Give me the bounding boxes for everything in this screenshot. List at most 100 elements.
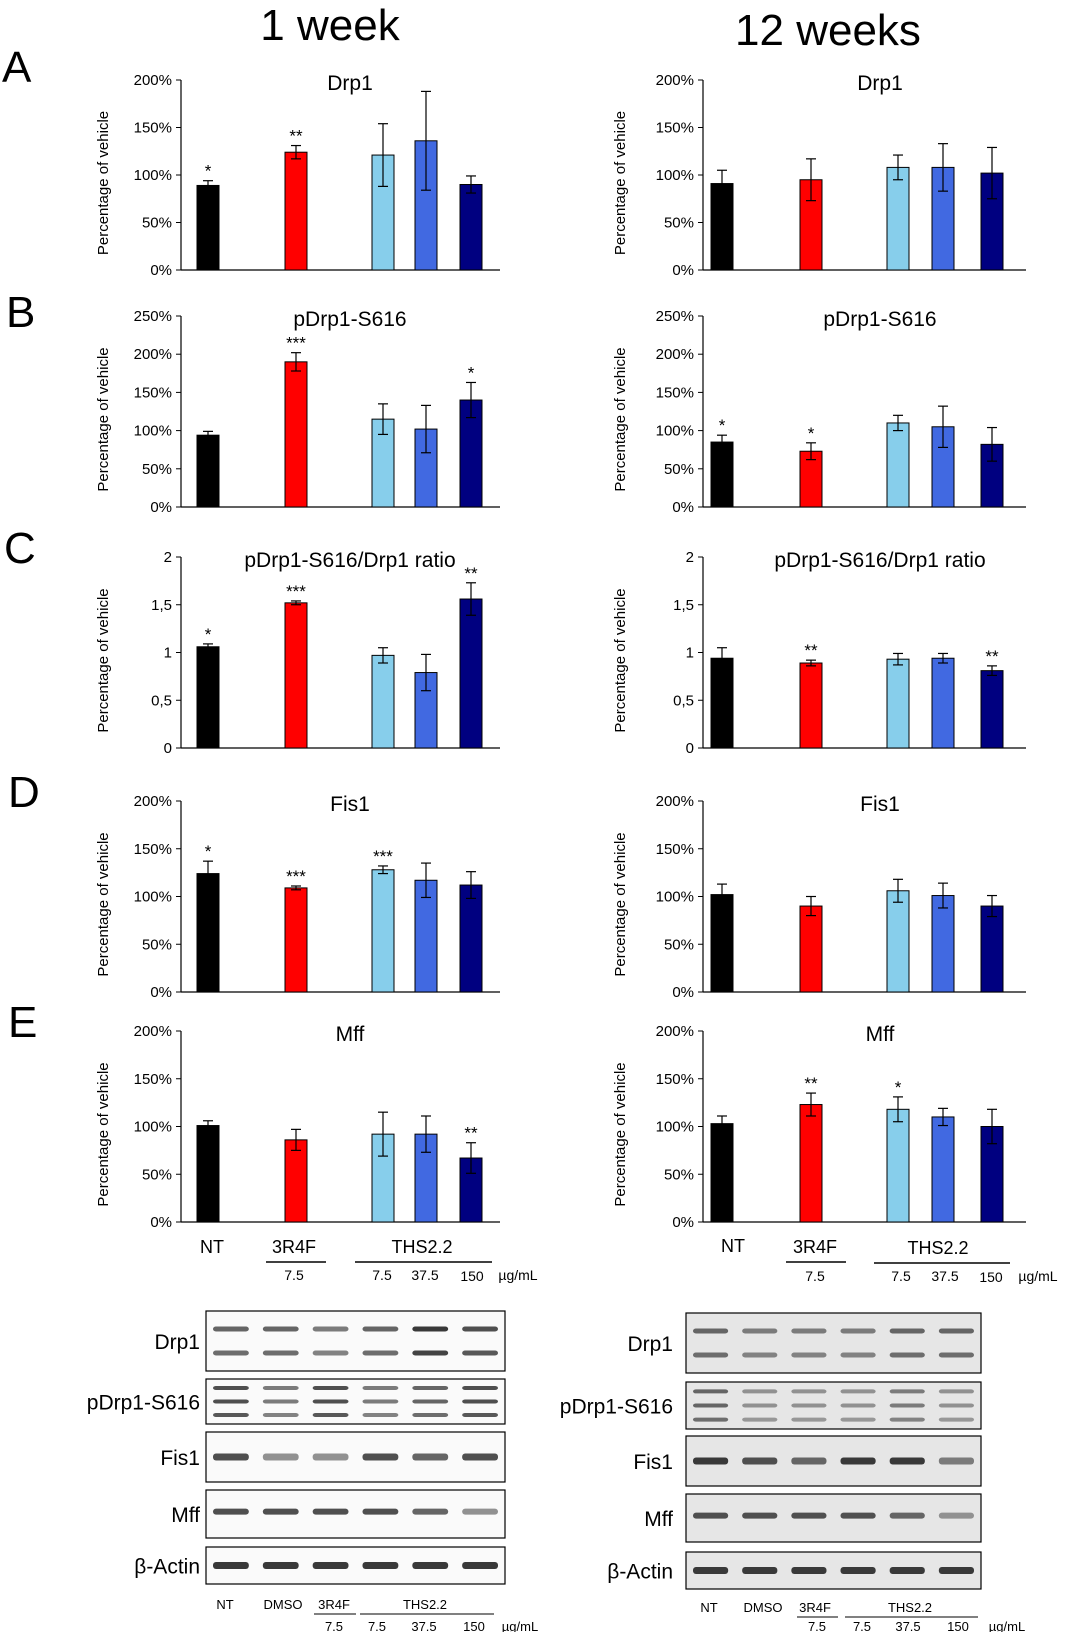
blot-membrane	[685, 1312, 982, 1374]
blot-row-fis1: Fis1	[160, 1431, 506, 1483]
blot-band	[262, 1386, 299, 1390]
blot-band	[362, 1453, 399, 1461]
significance-marker: **	[804, 641, 818, 660]
blot-band	[840, 1352, 876, 1358]
y-tick-label: 150%	[656, 384, 694, 401]
y-tick-label: 50%	[664, 461, 694, 478]
x-unit: µg/mL	[1018, 1268, 1057, 1284]
blot-lane-ths: THS2.2	[403, 1597, 447, 1612]
blot-dose-3r4f: 7.5	[325, 1619, 343, 1632]
bar	[459, 184, 483, 271]
blot-band	[462, 1562, 498, 1569]
y-tick-label: 50%	[664, 936, 694, 953]
blot-band	[412, 1399, 449, 1404]
blot-band	[462, 1453, 498, 1461]
blot-membrane	[685, 1493, 982, 1543]
blot-band	[791, 1567, 827, 1574]
y-tick-label: 100%	[656, 423, 694, 440]
y-tick-label: 150%	[656, 841, 694, 858]
blot-band	[312, 1350, 349, 1356]
y-axis-label: Percentage of vehicle	[612, 1062, 629, 1206]
bar	[284, 1139, 308, 1223]
blot-row--actin: β-Actin	[134, 1546, 506, 1585]
y-axis-label: Percentage of vehicle	[612, 832, 629, 976]
blot-band	[462, 1399, 498, 1404]
y-axis-label: Percentage of vehicle	[95, 588, 112, 732]
blot-label: Fis1	[633, 1451, 673, 1474]
x-label-ths: THS2.2	[907, 1238, 968, 1258]
blot-lane-labels-12-weeks: NT DMSO 3R4F 7.5 THS2.2 7.5 37.5 150 µg/…	[700, 1600, 1025, 1632]
chart-title: Mff	[336, 1023, 365, 1046]
blot-column-week1: Drp1 pDrp1-S616 Fis1 Mff β-Actin	[87, 1310, 506, 1585]
blot-band	[312, 1453, 349, 1461]
bar	[284, 151, 308, 271]
significance-marker: *	[719, 416, 726, 435]
blot-band	[462, 1508, 498, 1515]
blot-band	[791, 1457, 827, 1465]
y-tick-label: 1	[686, 645, 694, 662]
blot-dose-ths-1: 7.5	[368, 1619, 386, 1632]
blot-membrane	[205, 1546, 506, 1585]
blot-band	[412, 1562, 449, 1569]
blot-band	[262, 1399, 299, 1404]
bar	[710, 657, 734, 749]
blot-band	[362, 1413, 399, 1417]
blot-band	[312, 1386, 349, 1390]
blot-lane-dmso: DMSO	[744, 1600, 783, 1615]
x-label-3r4f: 3R4F	[272, 1237, 316, 1257]
blot-label: pDrp1-S616	[87, 1392, 200, 1415]
panel-letter-c: C	[4, 524, 36, 573]
significance-marker: **	[804, 1074, 818, 1093]
blot-band	[262, 1562, 299, 1569]
blot-band	[693, 1403, 729, 1408]
blot-band	[362, 1326, 399, 1332]
charts-layer: 0%50%100%150%200%Percentage of vehicleDr…	[95, 72, 1026, 1231]
y-tick-label: 50%	[142, 936, 172, 953]
blot-membrane	[685, 1435, 982, 1487]
blot-band	[889, 1403, 925, 1408]
blot-band	[412, 1413, 449, 1417]
bar-chart-c-week12: 0 0,5 1 1,5 2 Percentage of vehicle pDrp1-S616…	[612, 549, 1026, 757]
blot-dose-ths-1: 7.5	[853, 1619, 871, 1632]
x-dose-3r4f: 7.5	[284, 1267, 304, 1283]
blot-band	[362, 1508, 399, 1515]
panel-letter-e: E	[8, 998, 37, 1047]
y-tick-label: 150%	[656, 120, 694, 137]
x-dose-3r4f: 7.5	[805, 1268, 825, 1284]
y-tick-label: 2	[686, 549, 694, 566]
blot-band	[362, 1399, 399, 1404]
blot-band	[938, 1352, 974, 1358]
y-tick-label: 150%	[656, 1071, 694, 1088]
blot-lane-ths: THS2.2	[888, 1600, 932, 1615]
bar-chart-a-week1: 0% 50% 100% 150% 200% Percentage of vehicle Dr…	[95, 72, 500, 279]
blot-row-mff: Mff	[644, 1493, 982, 1543]
blot-band	[462, 1386, 498, 1390]
bar-chart-d-week12: 0% 50% 100% 150% 200% Percentage of vehicle Fi…	[612, 793, 1026, 1001]
y-tick-label: 0,5	[151, 692, 172, 709]
blot-band	[693, 1457, 729, 1465]
blot-label: Mff	[171, 1504, 200, 1527]
blot-band	[938, 1512, 974, 1519]
blot-row-pdrp1-s616: pDrp1-S616	[560, 1381, 982, 1430]
bar	[710, 1123, 734, 1223]
blot-band	[213, 1453, 249, 1461]
blot-band	[742, 1417, 778, 1422]
blot-band	[889, 1389, 925, 1394]
y-tick-label: 0%	[150, 1214, 172, 1231]
blot-dose-ths-2: 37.5	[411, 1619, 436, 1632]
blot-band	[262, 1508, 299, 1515]
bar-chart-b-week1: 0% 50% 100% 150% 200% 250% Percentage of vehic…	[95, 308, 500, 516]
y-tick-label: 50%	[664, 215, 694, 232]
blot-band	[213, 1350, 249, 1356]
blot-band	[412, 1326, 449, 1332]
bar	[980, 670, 1004, 749]
bar	[284, 887, 308, 993]
y-tick-label: 150%	[134, 384, 172, 401]
blot-band	[889, 1417, 925, 1422]
panel-letter-d: D	[8, 768, 40, 817]
blot-band	[791, 1417, 827, 1422]
blot-lane-nt: NT	[700, 1600, 717, 1615]
blot-band	[693, 1352, 729, 1358]
bar	[799, 662, 823, 749]
blot-column-week12: Drp1 pDrp1-S616 Fis1 Mff β-Actin	[560, 1312, 982, 1590]
